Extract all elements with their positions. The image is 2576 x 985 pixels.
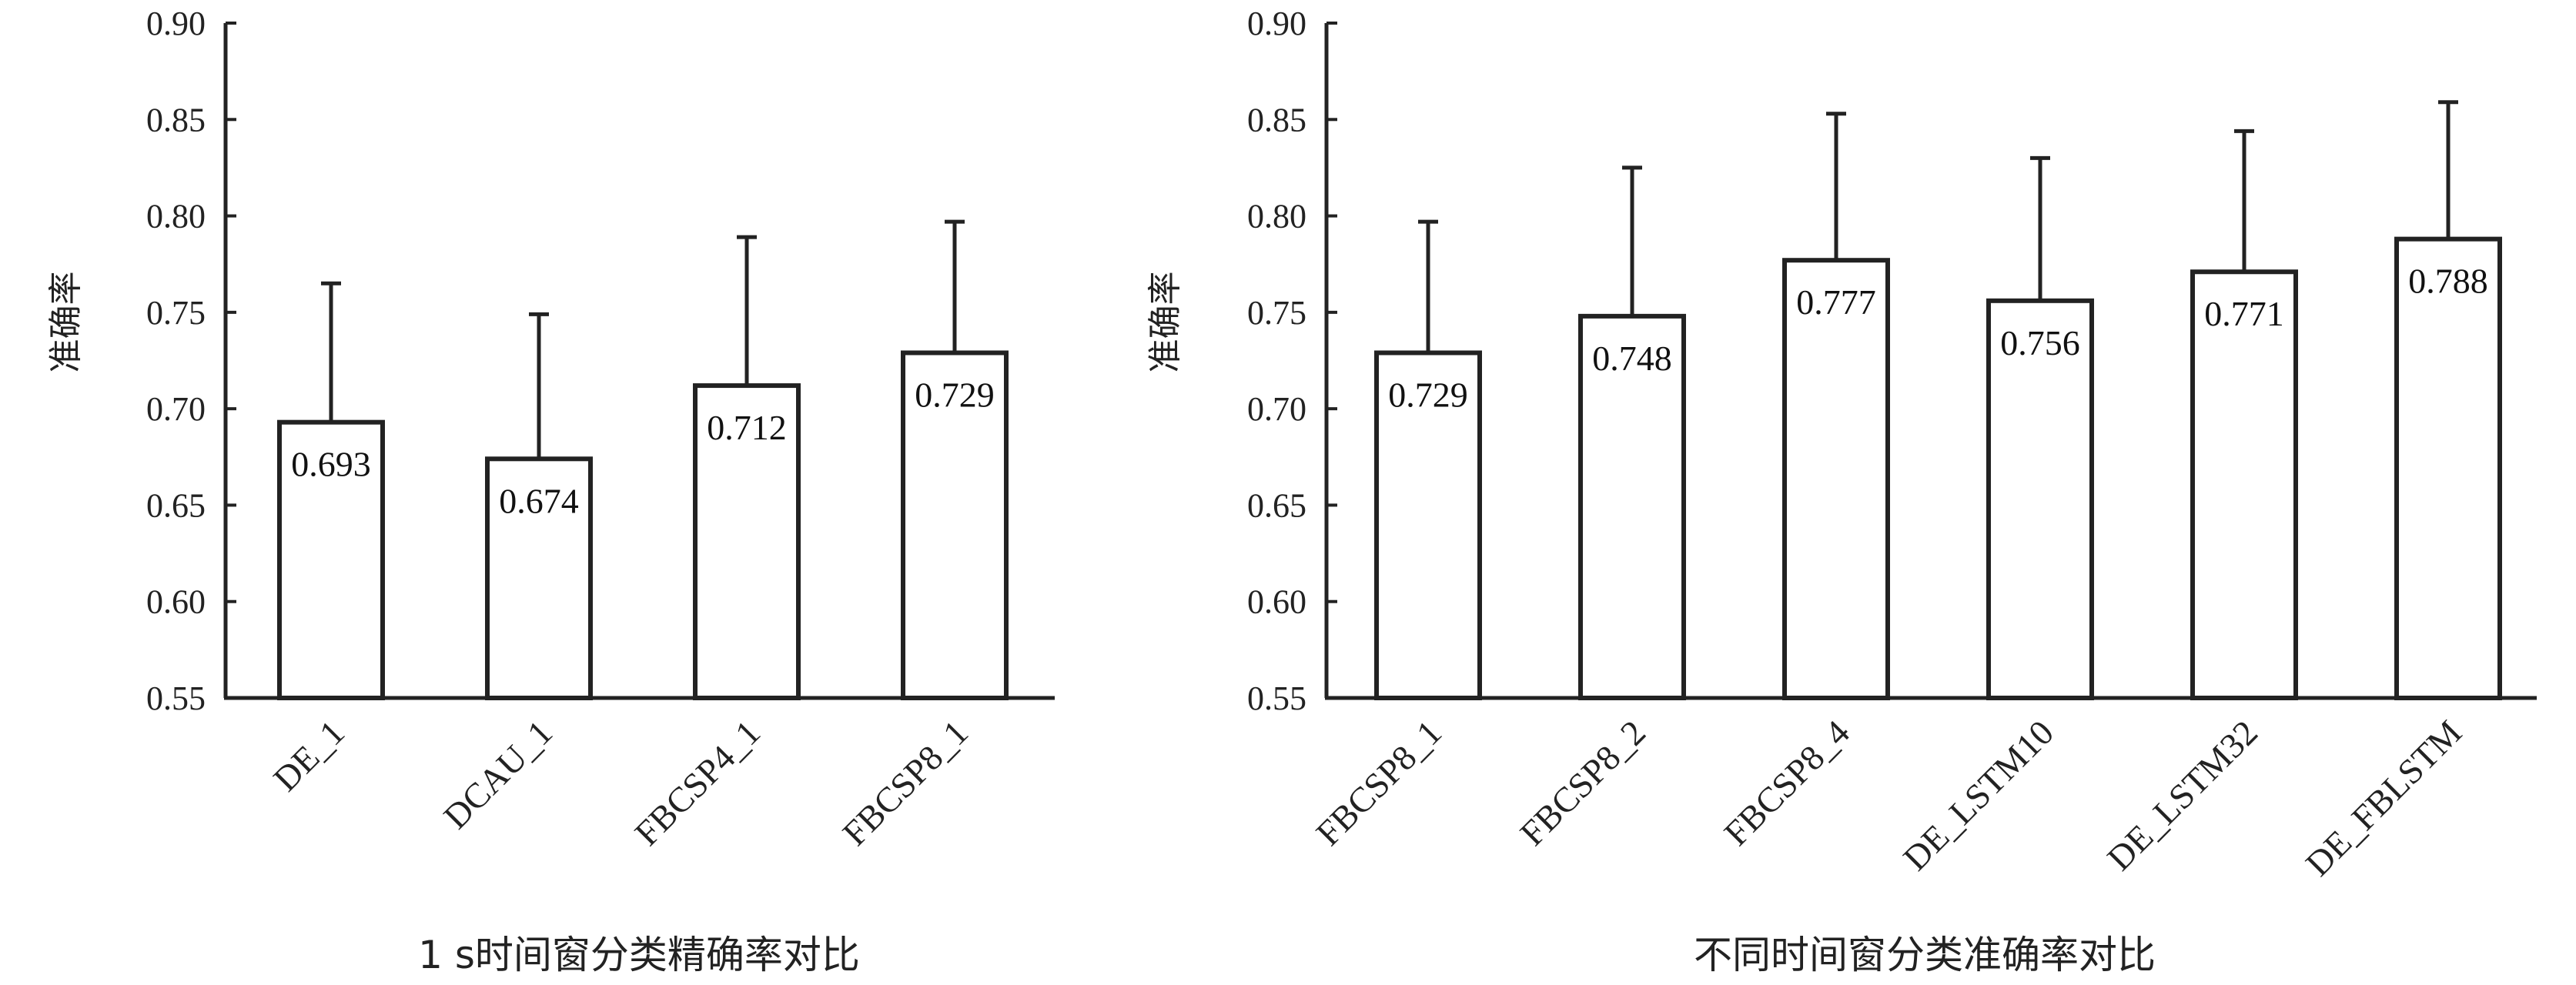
bar-value-label: 0.756 <box>2000 323 2080 362</box>
chart-panel-left: 0.55 0.60 0.65 0.70 0.75 0.80 0.85 0.90 准确率 0.693… <box>46 5 1055 977</box>
y-tick-label: 0.70 <box>1247 390 1306 428</box>
bar <box>901 350 1009 700</box>
bar <box>693 383 801 700</box>
y-tick-label: 0.65 <box>146 486 206 524</box>
bar-value-label: 0.729 <box>915 375 995 414</box>
y-tick-label: 0.70 <box>146 390 206 428</box>
y-tick-label: 0.80 <box>146 198 206 235</box>
y-tick-label: 0.55 <box>146 679 206 717</box>
bar-value-label: 0.777 <box>1796 282 1876 322</box>
y-tick-label: 0.65 <box>1247 486 1306 524</box>
bar-value-label: 0.788 <box>2408 262 2488 301</box>
category-label: FBCSP8_2 <box>1513 713 1654 853</box>
category-label: DE_1 <box>266 713 352 799</box>
bar-value-label: 0.729 <box>1388 375 1468 414</box>
bar-value-label: 0.771 <box>2204 294 2284 333</box>
chart-caption: 不同时间窗分类准确率对比 <box>1694 933 2156 977</box>
bar-value-label: 0.674 <box>499 481 579 520</box>
chart-caption: 1 s时间窗分类精确率对比 <box>418 933 860 977</box>
bar-value-label: 0.693 <box>291 445 371 484</box>
y-tick-label: 0.60 <box>146 583 206 621</box>
category-label: FBCSP8_1 <box>835 713 976 853</box>
y-tick-label: 0.60 <box>1247 583 1306 621</box>
y-tick-label: 0.85 <box>1247 101 1306 139</box>
bar <box>277 419 385 700</box>
y-tick-label: 0.55 <box>1247 679 1306 717</box>
bar-value-label: 0.712 <box>707 408 787 447</box>
bar <box>1374 350 1482 700</box>
bar <box>2394 236 2502 700</box>
category-label: DCAU_1 <box>436 713 560 836</box>
bar <box>485 456 593 700</box>
y-axis-title: 准确率 <box>1146 271 1185 372</box>
y-tick-label: 0.90 <box>1247 5 1306 42</box>
y-tick-label: 0.90 <box>146 5 206 42</box>
y-tick-label: 0.85 <box>146 101 206 139</box>
bar <box>2190 269 2298 701</box>
bar <box>1578 313 1686 700</box>
bar <box>1986 298 2094 700</box>
bar-value-label: 0.748 <box>1592 339 1672 378</box>
chart-panel-right: 0.55 0.60 0.65 0.70 0.75 0.80 0.85 0.90 准确率 0.729… <box>1146 5 2537 977</box>
y-tick-label: 0.80 <box>1247 198 1306 235</box>
category-label: FBCSP8_4 <box>1717 713 1858 853</box>
y-axis-title: 准确率 <box>46 271 85 372</box>
category-label: DE_LSTM32 <box>2099 713 2265 878</box>
bar <box>1782 258 1890 700</box>
category-label: DE_LSTM10 <box>1895 713 2061 878</box>
category-label: FBCSP8_1 <box>1309 713 1450 853</box>
category-label: DE_FBLSTM <box>2298 713 2469 883</box>
y-tick-label: 0.75 <box>1247 294 1306 332</box>
y-tick-label: 0.75 <box>146 294 206 332</box>
category-label: FBCSP4_1 <box>627 713 768 853</box>
